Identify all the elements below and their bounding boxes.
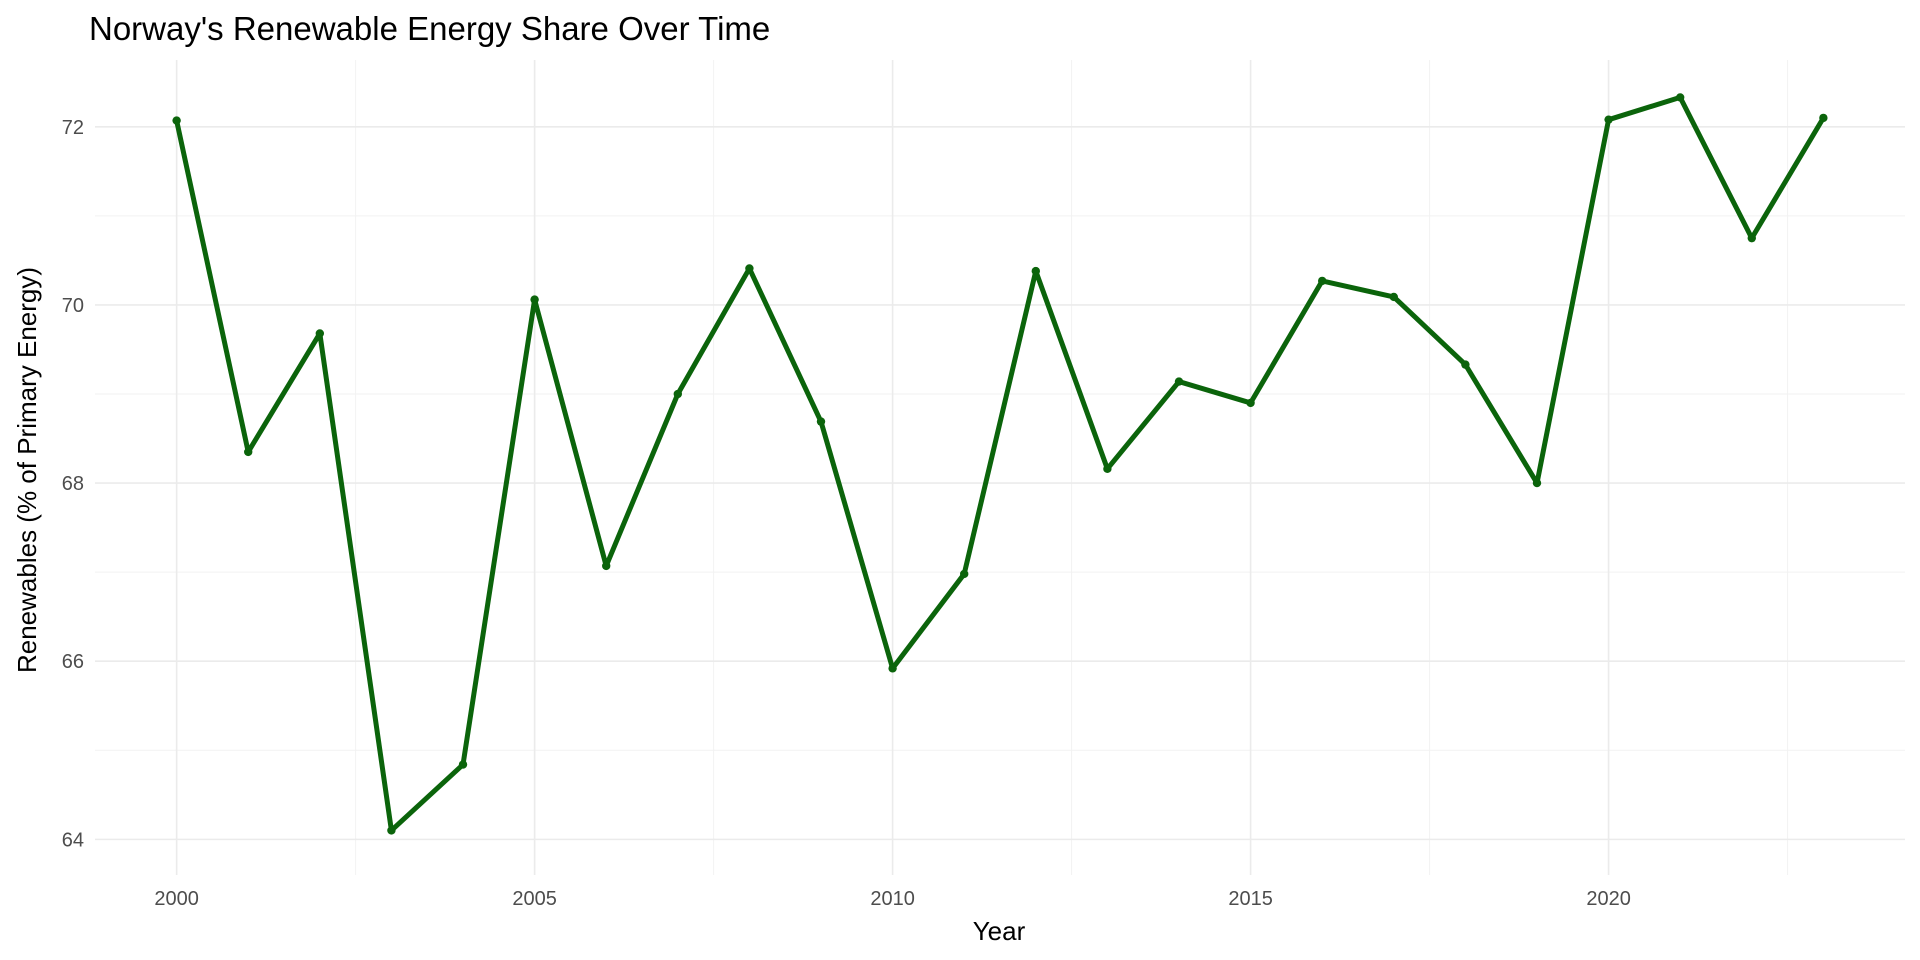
data-point	[1031, 266, 1040, 276]
chart-title: Norway's Renewable Energy Share Over Tim…	[89, 10, 770, 47]
data-point	[1246, 398, 1255, 408]
data-point	[960, 569, 969, 579]
series-line	[174, 94, 1826, 833]
data-point	[816, 417, 826, 426]
data-point	[1675, 93, 1685, 102]
data-point	[387, 826, 396, 835]
y-tick-label: 70	[62, 295, 84, 317]
y-tick-label: 68	[62, 473, 84, 495]
y-tick-label: 64	[62, 829, 84, 851]
x-axis-ticks: 2000 2005 2010 2015 2020	[154, 888, 1630, 910]
data-point	[530, 295, 539, 304]
x-tick-label: 2000	[154, 888, 199, 910]
data-point	[244, 447, 253, 457]
x-tick-label: 2015	[1228, 888, 1273, 910]
data-point	[888, 664, 897, 673]
data-point	[1103, 464, 1112, 474]
x-axis-title: Year	[973, 916, 1026, 946]
data-point	[745, 264, 754, 273]
data-point	[1532, 478, 1542, 488]
data-point	[315, 329, 325, 338]
data-point	[602, 561, 611, 571]
x-tick-label: 2010	[870, 888, 915, 910]
y-axis-ticks: 64 66 68 70 72	[62, 117, 84, 852]
data-point	[1174, 377, 1184, 386]
data-point	[458, 760, 468, 769]
x-tick-label: 2005	[512, 888, 557, 910]
data-point	[1747, 233, 1756, 243]
x-tick-label: 2020	[1586, 888, 1631, 910]
y-tick-label: 66	[62, 651, 84, 673]
y-tick-label: 72	[62, 117, 84, 139]
data-point	[1389, 292, 1398, 302]
grid	[95, 60, 1905, 875]
series-layer	[172, 93, 1828, 835]
data-point	[1461, 360, 1470, 369]
data-point	[1604, 115, 1613, 124]
data-point	[673, 389, 683, 399]
data-point	[1819, 113, 1828, 123]
data-point	[1317, 276, 1327, 286]
data-point	[172, 116, 181, 125]
y-axis-title: Renewables (% of Primary Energy)	[12, 267, 42, 673]
